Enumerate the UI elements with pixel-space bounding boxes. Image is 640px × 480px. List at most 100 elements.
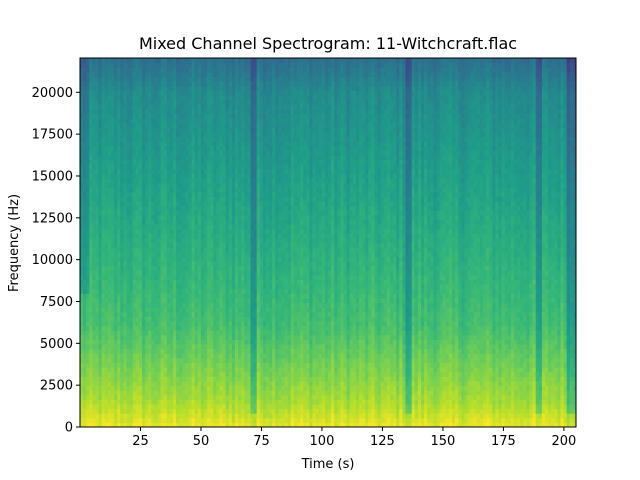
heatmap-cell [86, 284, 90, 290]
heatmap-cell [194, 320, 199, 327]
heatmap-cell [176, 307, 180, 313]
heatmap-cell [111, 200, 115, 207]
heatmap-cell [123, 279, 128, 285]
heatmap-cell [142, 71, 146, 78]
heatmap-cell [216, 131, 221, 138]
heatmap-cell [188, 237, 193, 244]
heatmap-cell [117, 205, 121, 211]
heatmap-cell [182, 339, 186, 345]
heatmap-cell [145, 242, 149, 248]
heatmap-cell [194, 417, 199, 423]
heatmap-cell [210, 371, 214, 377]
heatmap-cell [148, 67, 152, 73]
heatmap-cell [123, 325, 128, 331]
heatmap-cell [83, 265, 87, 271]
heatmap-cell [135, 251, 140, 257]
heatmap-cell [166, 348, 171, 354]
heatmap-cell [92, 399, 97, 405]
heatmap-cell [151, 390, 155, 396]
heatmap-cell [207, 214, 211, 221]
heatmap-cell [98, 224, 103, 230]
heatmap-cell [138, 71, 143, 78]
heatmap-cell [123, 357, 128, 364]
heatmap-cell [191, 316, 196, 322]
heatmap-cell [188, 104, 193, 110]
heatmap-cell [98, 242, 103, 248]
heatmap-cell [173, 408, 177, 414]
heatmap-cell [114, 205, 118, 211]
heatmap-cell [107, 394, 112, 400]
heatmap-cell [107, 279, 112, 285]
heatmap-cell [194, 62, 199, 68]
heatmap-cell [135, 394, 140, 400]
heatmap-cell [148, 224, 152, 230]
heatmap-cell [169, 136, 174, 142]
heatmap-cell [123, 288, 128, 294]
heatmap-cell [194, 334, 199, 340]
heatmap-cell [197, 168, 202, 174]
heatmap-cell [120, 187, 124, 193]
heatmap-cell [145, 228, 149, 234]
heatmap-cell [197, 260, 202, 267]
heatmap-cell [166, 265, 171, 271]
heatmap-cell [166, 76, 171, 82]
heatmap-cell [210, 127, 214, 133]
heatmap-cell [107, 113, 112, 119]
heatmap-cell [166, 71, 171, 78]
heatmap-cell [114, 233, 118, 239]
heatmap-cell [142, 76, 146, 82]
heatmap-cell [151, 334, 155, 340]
heatmap-cell [194, 150, 199, 156]
heatmap-cell [101, 417, 106, 423]
heatmap-cell [132, 182, 137, 188]
heatmap-cell [210, 214, 214, 221]
heatmap-cell [157, 307, 162, 313]
heatmap-cell [200, 251, 205, 257]
heatmap-cell [92, 99, 97, 105]
heatmap-cell [216, 399, 221, 405]
heatmap-cell [148, 399, 152, 405]
heatmap-cell [182, 122, 186, 128]
heatmap-cell [191, 81, 196, 87]
heatmap-cell [169, 154, 174, 161]
heatmap-cell [83, 288, 87, 294]
heatmap-cell [107, 145, 112, 151]
heatmap-cell [182, 58, 186, 64]
heatmap-cell [95, 339, 100, 345]
heatmap-cell [135, 177, 140, 184]
heatmap-cell [89, 348, 93, 354]
heatmap-cell [176, 334, 180, 340]
heatmap-cell [166, 219, 171, 225]
heatmap-cell [83, 256, 87, 262]
heatmap-cell [185, 117, 190, 124]
heatmap-cell [107, 247, 112, 253]
heatmap-cell [160, 260, 165, 267]
heatmap-cell [117, 279, 121, 285]
heatmap-cell [89, 413, 93, 419]
heatmap-cell [120, 76, 124, 82]
heatmap-cell [129, 357, 134, 364]
heatmap-cell [176, 251, 180, 257]
heatmap-cell [154, 182, 159, 188]
heatmap-cell [191, 353, 196, 359]
heatmap-cell [126, 348, 131, 354]
heatmap-cell [204, 385, 208, 391]
heatmap-cell [179, 182, 183, 188]
heatmap-cell [120, 279, 124, 285]
heatmap-cell [132, 357, 137, 364]
heatmap-cell [151, 251, 155, 257]
heatmap-cell [98, 81, 103, 87]
heatmap-cell [83, 367, 87, 373]
heatmap-cell [98, 403, 103, 410]
heatmap-cell [107, 67, 112, 73]
heatmap-cell [191, 417, 196, 423]
heatmap-cell [182, 353, 186, 359]
heatmap-cell [200, 237, 205, 244]
heatmap-cell [160, 348, 165, 354]
heatmap-cell [138, 117, 143, 124]
heatmap-cell [185, 247, 190, 253]
heatmap-cell [163, 104, 168, 110]
heatmap-cell [98, 270, 103, 276]
heatmap-cell [191, 325, 196, 331]
heatmap-cell [154, 67, 159, 73]
